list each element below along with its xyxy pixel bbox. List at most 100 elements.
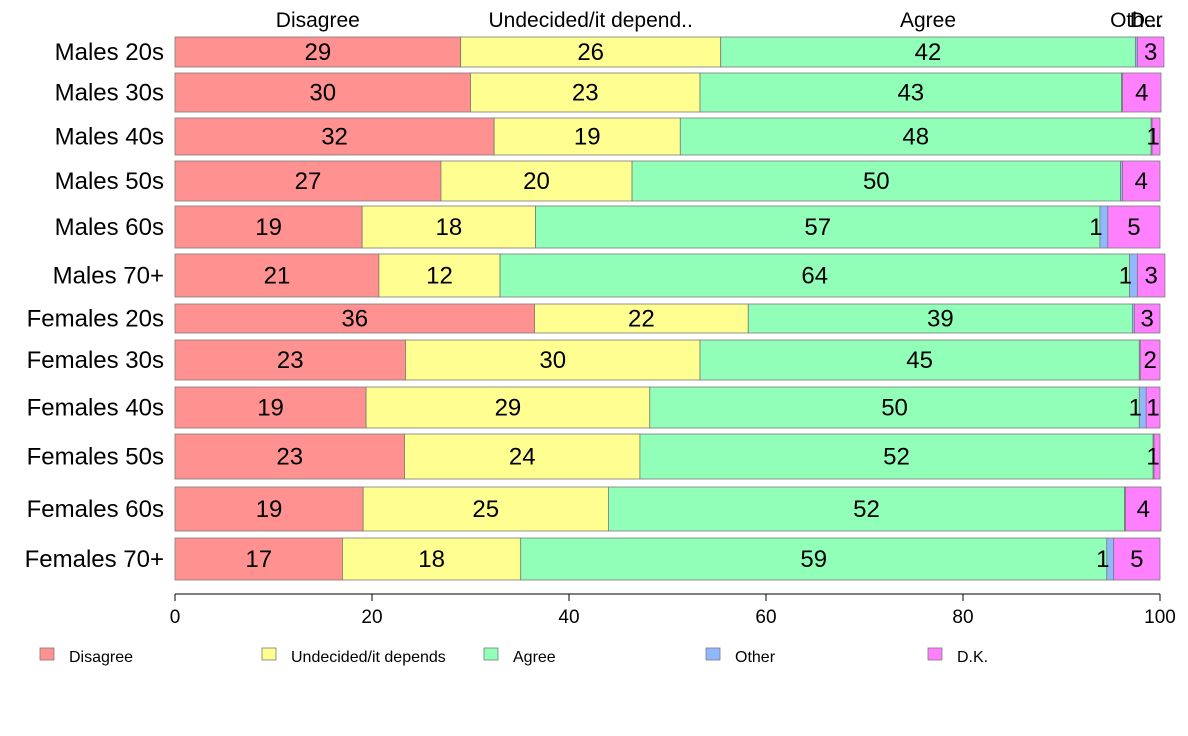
data-label: 19	[256, 496, 283, 523]
bar-segment	[405, 339, 701, 381]
data-label: 1	[1129, 395, 1142, 422]
data-label: 43	[897, 80, 924, 107]
bar-segment	[493, 117, 681, 156]
top-label: D...	[1130, 9, 1163, 32]
bars: 29 26 42 330 23 43 432 19 48 127 20 50 419 18 57 1 521 12…	[174, 36, 1166, 581]
bar-segment	[174, 386, 367, 429]
data-label: 45	[906, 347, 933, 374]
data-label: 23	[572, 80, 599, 107]
data-label: 4	[1135, 80, 1148, 107]
bar-segment	[1122, 72, 1162, 113]
legend-label: Agree	[513, 649, 556, 666]
x-axis: 0 20 40 60 80 100	[170, 593, 1176, 628]
data-label: 29	[304, 39, 331, 66]
bar-segment	[174, 117, 495, 156]
y-tick-label: Males 60s	[55, 214, 164, 241]
y-tick-label: Males 30s	[55, 80, 164, 107]
x-tick-label: 60	[755, 607, 776, 628]
legend: Disagree Undecided/it depends Agree Other D.…	[39, 647, 988, 666]
y-axis-labels: Males 20s Males 30s Males 40s Males 50s Male…	[25, 39, 164, 573]
data-label: 39	[927, 306, 954, 333]
bar-segment	[342, 537, 522, 581]
bar-segment	[1136, 36, 1165, 68]
data-label: 36	[341, 306, 368, 333]
bar-segment	[174, 72, 471, 113]
data-label: 1	[1146, 444, 1159, 471]
data-label: 1	[1089, 214, 1102, 241]
data-label: 64	[801, 263, 828, 290]
data-label: 19	[257, 395, 284, 422]
bar-segment	[1125, 486, 1162, 532]
x-tick-label: 40	[558, 607, 579, 628]
bar-segment	[404, 433, 641, 480]
bar-segment	[470, 72, 701, 113]
legend-label: Other	[735, 649, 776, 666]
y-tick-label: Females 70+	[25, 546, 164, 573]
data-label: 52	[883, 444, 910, 471]
data-label: 1	[1096, 546, 1109, 573]
bar-segment	[747, 303, 1133, 334]
data-label: 18	[418, 546, 445, 573]
data-label: 23	[276, 444, 303, 471]
bar-segment	[1107, 205, 1161, 249]
y-tick-label: Females 40s	[27, 395, 164, 422]
bar-segment	[1122, 160, 1161, 202]
bar-segment	[174, 205, 363, 249]
data-label: 4	[1135, 168, 1148, 195]
data-label: 18	[435, 214, 462, 241]
data-label: 19	[255, 214, 282, 241]
data-label: 30	[539, 347, 566, 374]
data-label: 3	[1144, 263, 1157, 290]
x-tick-label: 0	[170, 607, 181, 628]
data-label: 27	[295, 168, 322, 195]
bar-segment	[365, 386, 651, 429]
data-label: 30	[309, 80, 336, 107]
bar-segment	[1145, 386, 1161, 429]
data-label: 50	[863, 168, 890, 195]
top-category-labels: Disagree Undecided/it depend.. Agree OtherD…	[276, 9, 1163, 32]
data-label: 20	[523, 168, 550, 195]
bar-segment	[174, 160, 442, 202]
legend-swatch	[39, 647, 55, 661]
y-tick-label: Females 50s	[27, 444, 164, 471]
bar-segment	[362, 486, 609, 532]
bar-segment	[460, 36, 722, 68]
data-label: 5	[1130, 546, 1143, 573]
data-label: 22	[628, 306, 655, 333]
y-tick-label: Females 60s	[27, 496, 164, 523]
y-tick-label: Males 50s	[55, 168, 164, 195]
data-label: 24	[509, 444, 536, 471]
top-label: Other	[1110, 9, 1163, 32]
data-label: 1	[1146, 124, 1159, 151]
top-label: Undecided/it depend..	[489, 9, 693, 32]
bar-segment	[1153, 433, 1161, 480]
x-tick-label: 100	[1144, 607, 1176, 628]
data-label: 25	[472, 496, 499, 523]
legend-swatch	[705, 647, 721, 661]
data-label: 3	[1141, 306, 1154, 333]
data-label: 12	[426, 263, 453, 290]
legend-label: Undecided/it depends	[291, 649, 446, 666]
data-label: 1	[1119, 263, 1132, 290]
data-label: 52	[853, 496, 880, 523]
bar-segment	[174, 537, 343, 581]
data-label: 59	[800, 546, 827, 573]
data-label: 4	[1137, 496, 1150, 523]
bar-segment	[499, 253, 1130, 298]
legend-label: D.K.	[957, 649, 988, 666]
data-label: 5	[1127, 214, 1140, 241]
bar-segment	[440, 160, 633, 202]
data-label: 17	[245, 546, 272, 573]
bar-segment	[361, 205, 536, 249]
data-label: 1	[1146, 395, 1159, 422]
bar-segment	[639, 433, 1154, 480]
data-label: 26	[577, 39, 604, 66]
data-label: 50	[881, 395, 908, 422]
bar-segment	[174, 339, 406, 381]
x-tick-label: 20	[361, 607, 382, 628]
top-label: Disagree	[276, 9, 360, 32]
bar-segment	[378, 253, 501, 298]
y-tick-label: Females 20s	[27, 306, 164, 333]
data-label: 42	[915, 39, 942, 66]
top-label: Agree	[900, 9, 956, 32]
